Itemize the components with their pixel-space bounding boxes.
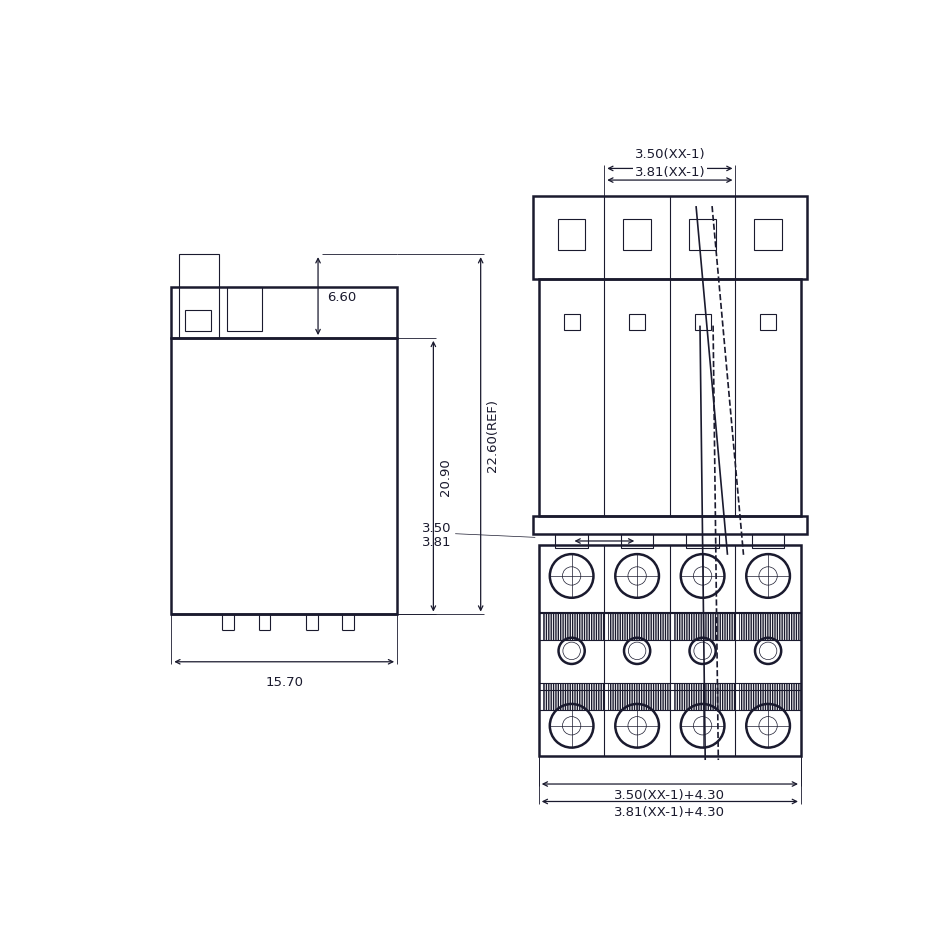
Bar [607,614,669,641]
Bar [673,614,734,641]
Bar [538,546,800,756]
Text: 3.50(XX-1)+4.30: 3.50(XX-1)+4.30 [614,788,725,801]
Text: 15.70: 15.70 [265,675,303,688]
Bar [750,535,784,548]
Bar [171,339,396,615]
Text: 3.81(XX-1): 3.81(XX-1) [633,166,704,178]
Bar [555,535,587,548]
Bar [753,219,781,251]
Bar [629,314,645,330]
Text: 3.81: 3.81 [422,535,451,548]
Bar [673,683,734,710]
Bar [620,535,653,548]
Bar [542,614,604,641]
Bar [184,311,211,331]
Bar [538,280,800,516]
Bar [532,516,806,535]
Bar [228,288,262,331]
Text: 22.60(REF): 22.60(REF) [486,398,499,471]
Bar [563,314,579,330]
Text: 20.90: 20.90 [439,458,452,496]
Bar [178,255,218,339]
Bar [557,219,584,251]
Bar [759,314,775,330]
Bar [738,614,800,641]
Text: 3.50(XX-1): 3.50(XX-1) [633,147,704,160]
Bar [171,288,396,339]
Text: 3.81(XX-1)+4.30: 3.81(XX-1)+4.30 [614,805,725,818]
Bar [607,683,669,710]
Bar [688,219,716,251]
Bar [542,683,604,710]
Text: 6.60: 6.60 [327,291,356,303]
Bar [685,535,718,548]
Bar [532,197,806,280]
Bar [738,683,800,710]
Text: 3.50: 3.50 [422,521,451,534]
Bar [623,219,650,251]
Bar [694,314,710,330]
